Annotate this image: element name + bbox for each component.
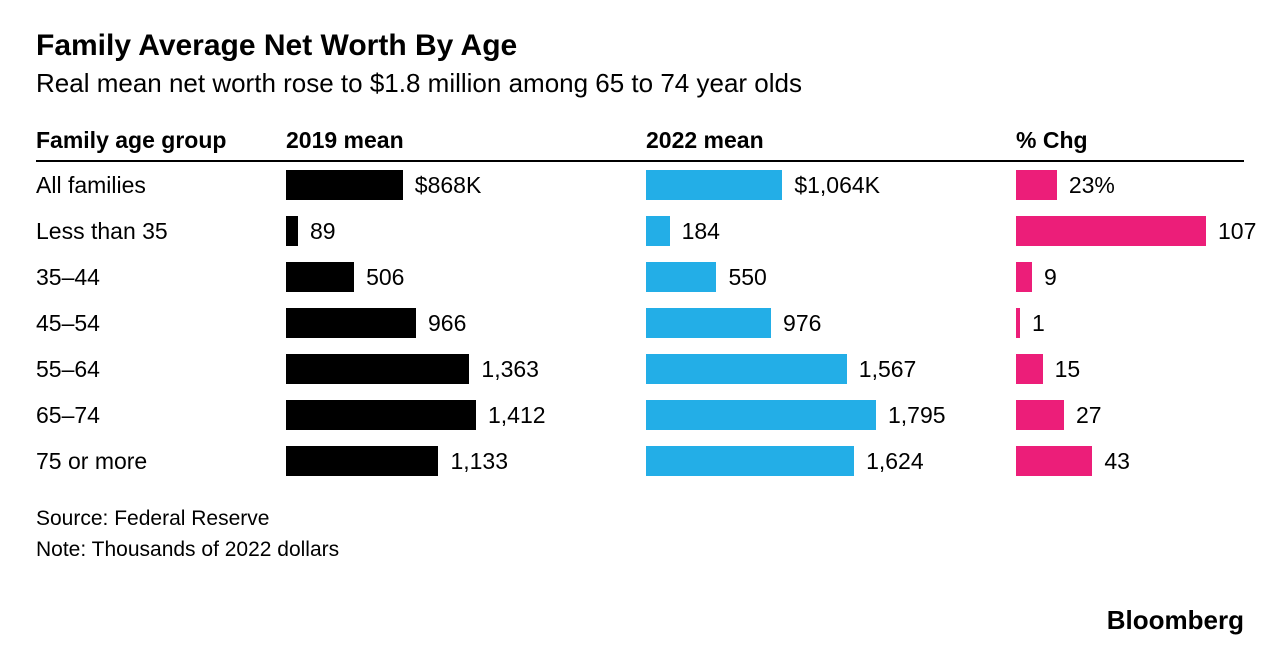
brand-attribution: Bloomberg: [1107, 605, 1244, 636]
bar-2019-label: 966: [428, 310, 466, 337]
bar-pct-chg: [1016, 216, 1206, 246]
net-worth-chart: Family age group 2019 mean 2022 mean % C…: [36, 127, 1244, 484]
bar-2022-cell: 1,567: [646, 354, 1016, 384]
bar-pct-chg: [1016, 446, 1092, 476]
bar-pct-chg-cell: 23%: [1016, 170, 1236, 200]
bar-2022-label: 550: [728, 264, 766, 291]
table-row: Less than 35 89 184 107: [36, 208, 1244, 254]
bar-2019: [286, 400, 476, 430]
bar-pct-chg: [1016, 262, 1032, 292]
header-2022-mean: 2022 mean: [646, 127, 1016, 154]
bar-pct-chg-cell: 9: [1016, 262, 1236, 292]
bar-2019-cell: 1,363: [286, 354, 646, 384]
bar-2019: [286, 262, 354, 292]
row-label: 75 or more: [36, 448, 286, 475]
table-row: All families $868K $1,064K 23%: [36, 162, 1244, 208]
row-label: 65–74: [36, 402, 286, 429]
bar-2022: [646, 354, 847, 384]
bar-2019: [286, 170, 403, 200]
column-headers: Family age group 2019 mean 2022 mean % C…: [36, 127, 1244, 162]
bar-2019-cell: 506: [286, 262, 646, 292]
row-label: All families: [36, 172, 286, 199]
bar-pct-chg: [1016, 308, 1020, 338]
bar-2019: [286, 354, 469, 384]
bar-2019-cell: 1,133: [286, 446, 646, 476]
bar-2022-label: 976: [783, 310, 821, 337]
bar-pct-chg-label: 27: [1076, 402, 1102, 429]
row-label: 35–44: [36, 264, 286, 291]
bar-pct-chg-cell: 43: [1016, 446, 1236, 476]
header-2019-mean: 2019 mean: [286, 127, 646, 154]
bar-2022-cell: 550: [646, 262, 1016, 292]
bar-pct-chg-cell: 27: [1016, 400, 1236, 430]
bar-2019-cell: 89: [286, 216, 646, 246]
bar-2022-cell: 976: [646, 308, 1016, 338]
chart-title: Family Average Net Worth By Age: [36, 28, 1244, 64]
bar-2019-cell: 1,412: [286, 400, 646, 430]
table-row: 35–44 506 550 9: [36, 254, 1244, 300]
bar-2022: [646, 308, 771, 338]
bar-2022: [646, 446, 854, 476]
chart-subtitle: Real mean net worth rose to $1.8 million…: [36, 68, 1244, 99]
bar-2019-label: 1,363: [481, 356, 539, 383]
row-label: Less than 35: [36, 218, 286, 245]
table-row: 55–64 1,363 1,567 15: [36, 346, 1244, 392]
bar-pct-chg-label: 9: [1044, 264, 1057, 291]
bar-2022: [646, 216, 670, 246]
row-label: 45–54: [36, 310, 286, 337]
bar-2022-label: 1,624: [866, 448, 924, 475]
bar-pct-chg: [1016, 400, 1064, 430]
bar-2022-cell: 1,624: [646, 446, 1016, 476]
bar-pct-chg-label: 107: [1218, 218, 1256, 245]
row-label: 55–64: [36, 356, 286, 383]
bar-2019-label: 1,133: [450, 448, 508, 475]
bar-pct-chg-label: 15: [1055, 356, 1081, 383]
bar-2022: [646, 262, 716, 292]
chart-rows: All families $868K $1,064K 23% Less than 35 8…: [36, 162, 1244, 484]
table-row: 75 or more 1,133 1,624 43: [36, 438, 1244, 484]
bar-2022: [646, 400, 876, 430]
bar-2019: [286, 216, 298, 246]
bar-pct-chg: [1016, 170, 1057, 200]
bar-pct-chg-label: 23%: [1069, 172, 1115, 199]
bar-2019-label: 1,412: [488, 402, 546, 429]
chart-footer: Source: Federal Reserve Note: Thousands …: [36, 504, 1244, 565]
bar-2022-cell: 1,795: [646, 400, 1016, 430]
bar-2022: [646, 170, 782, 200]
bar-2019-cell: 966: [286, 308, 646, 338]
footer-source: Source: Federal Reserve: [36, 504, 1244, 534]
bar-2019-cell: $868K: [286, 170, 646, 200]
table-row: 45–54 966 976 1: [36, 300, 1244, 346]
bar-2022-label: 184: [682, 218, 720, 245]
bar-2022-label: $1,064K: [794, 172, 880, 199]
bar-pct-chg-cell: 15: [1016, 354, 1236, 384]
bar-pct-chg-label: 43: [1104, 448, 1130, 475]
bar-pct-chg: [1016, 354, 1043, 384]
header-age-group: Family age group: [36, 127, 286, 154]
bar-pct-chg-cell: 1: [1016, 308, 1236, 338]
bar-2019: [286, 446, 438, 476]
table-row: 65–74 1,412 1,795 27: [36, 392, 1244, 438]
bar-2019-label: $868K: [415, 172, 482, 199]
bar-2022-label: 1,567: [859, 356, 917, 383]
bar-pct-chg-label: 1: [1032, 310, 1045, 337]
bar-2022-cell: 184: [646, 216, 1016, 246]
bar-2022-cell: $1,064K: [646, 170, 1016, 200]
bar-pct-chg-cell: 107: [1016, 216, 1236, 246]
header-pct-chg: % Chg: [1016, 127, 1236, 154]
bar-2022-label: 1,795: [888, 402, 946, 429]
bar-2019-label: 89: [310, 218, 336, 245]
bar-2019: [286, 308, 416, 338]
footer-note: Note: Thousands of 2022 dollars: [36, 535, 1244, 565]
bar-2019-label: 506: [366, 264, 404, 291]
